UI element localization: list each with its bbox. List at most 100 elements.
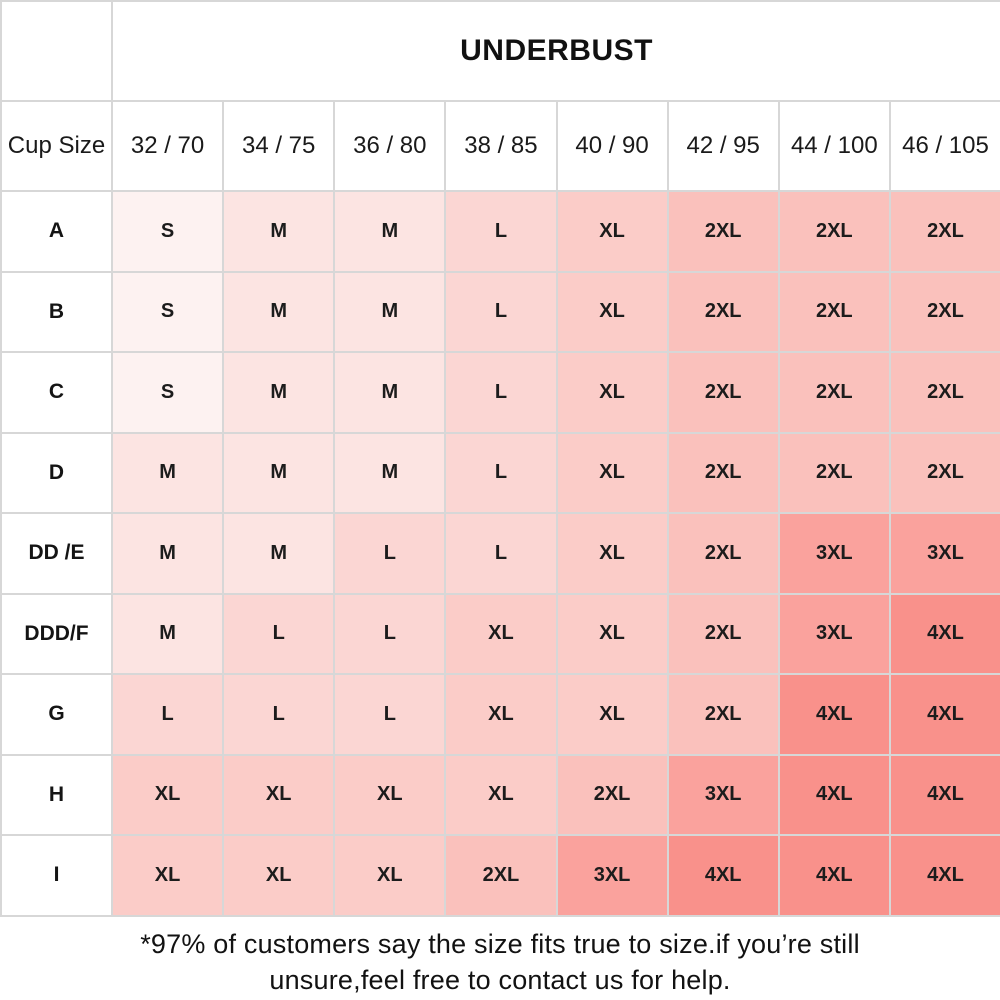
- table-row: G L L L XL XL 2XL 4XL 4XL: [0, 673, 1000, 756]
- cup-size-label: C: [0, 351, 113, 434]
- size-cell: 4XL: [777, 673, 891, 756]
- size-cell: L: [444, 190, 558, 273]
- size-cell: XL: [444, 592, 558, 675]
- cup-size-label: DD /E: [0, 512, 113, 595]
- size-cell: M: [110, 592, 225, 675]
- cup-size-label: I: [0, 834, 113, 917]
- size-cell: M: [222, 431, 336, 514]
- size-cell: XL: [555, 673, 669, 756]
- size-cell: M: [222, 190, 336, 273]
- footnote: *97% of customers say the size fits true…: [0, 917, 1000, 998]
- size-cell: 3XL: [777, 512, 891, 595]
- size-cell: 2XL: [888, 351, 1000, 434]
- size-cell: 2XL: [888, 270, 1000, 353]
- size-cell: L: [333, 592, 447, 675]
- band-size-header: 34 / 75: [222, 100, 336, 192]
- size-cell: XL: [110, 753, 225, 836]
- size-cell: L: [333, 673, 447, 756]
- underbust-title-row: UNDERBUST: [0, 0, 1000, 102]
- size-cell: M: [333, 351, 447, 434]
- size-cell: L: [444, 431, 558, 514]
- size-cell: 3XL: [555, 834, 669, 917]
- size-cell: L: [333, 512, 447, 595]
- size-cell: 2XL: [777, 190, 891, 273]
- size-cell: 2XL: [555, 753, 669, 836]
- underbust-title: UNDERBUST: [110, 0, 1000, 102]
- size-cell: 4XL: [888, 753, 1000, 836]
- size-cell: 2XL: [666, 351, 780, 434]
- size-cell: L: [222, 592, 336, 675]
- size-chart-table: UNDERBUST Cup Size 32 / 70 34 / 75 36 / 80…: [0, 0, 1000, 917]
- size-cell: XL: [110, 834, 225, 917]
- band-size-header: 36 / 80: [333, 100, 447, 192]
- size-cell: S: [110, 270, 225, 353]
- table-row: A S M M L XL 2XL 2XL 2XL: [0, 190, 1000, 273]
- size-cell: 2XL: [666, 270, 780, 353]
- size-cell: XL: [333, 753, 447, 836]
- size-cell: XL: [555, 351, 669, 434]
- size-cell: XL: [222, 753, 336, 836]
- cup-size-header: Cup Size: [0, 100, 113, 192]
- footnote-line-1: *97% of customers say the size fits true…: [140, 928, 860, 959]
- cup-size-label: H: [0, 753, 113, 836]
- size-cell: 2XL: [666, 673, 780, 756]
- table-row: I XL XL XL 2XL 3XL 4XL 4XL 4XL: [0, 834, 1000, 917]
- size-cell: 2XL: [444, 834, 558, 917]
- footnote-line-2: unsure,feel free to contact us for help.: [269, 964, 731, 995]
- size-cell: XL: [222, 834, 336, 917]
- size-cell: L: [222, 673, 336, 756]
- size-cell: 2XL: [666, 592, 780, 675]
- size-cell: L: [444, 270, 558, 353]
- size-cell: XL: [555, 431, 669, 514]
- size-cell: L: [444, 351, 558, 434]
- table-row: DD /E M M L L XL 2XL 3XL 3XL: [0, 512, 1000, 595]
- size-cell: S: [110, 351, 225, 434]
- size-cell: 3XL: [666, 753, 780, 836]
- cup-size-label: DDD/F: [0, 592, 113, 675]
- corner-spacer: [0, 0, 113, 102]
- size-cell: XL: [555, 592, 669, 675]
- size-cell: 2XL: [666, 190, 780, 273]
- size-cell: L: [110, 673, 225, 756]
- cup-size-label: B: [0, 270, 113, 353]
- size-cell: 2XL: [666, 431, 780, 514]
- size-cell: XL: [444, 753, 558, 836]
- size-cell: 3XL: [777, 592, 891, 675]
- table-row: H XL XL XL XL 2XL 3XL 4XL 4XL: [0, 753, 1000, 836]
- size-cell: 2XL: [888, 190, 1000, 273]
- size-cell: M: [222, 351, 336, 434]
- size-cell: XL: [333, 834, 447, 917]
- table-row: B S M M L XL 2XL 2XL 2XL: [0, 270, 1000, 353]
- size-cell: M: [110, 431, 225, 514]
- size-cell: 2XL: [666, 512, 780, 595]
- size-cell: 4XL: [888, 592, 1000, 675]
- size-cell: M: [333, 431, 447, 514]
- band-size-header: 46 / 105: [888, 100, 1000, 192]
- band-size-header: 38 / 85: [444, 100, 558, 192]
- size-cell: M: [222, 270, 336, 353]
- band-size-header: 32 / 70: [110, 100, 225, 192]
- size-cell: M: [333, 270, 447, 353]
- size-cell: 2XL: [777, 431, 891, 514]
- band-size-header: 40 / 90: [555, 100, 669, 192]
- size-cell: 4XL: [888, 834, 1000, 917]
- band-size-header: 42 / 95: [666, 100, 780, 192]
- column-header-row: Cup Size 32 / 70 34 / 75 36 / 80 38 / 85 40 …: [0, 100, 1000, 192]
- size-cell: S: [110, 190, 225, 273]
- cup-size-label: G: [0, 673, 113, 756]
- size-cell: 2XL: [777, 270, 891, 353]
- band-size-header: 44 / 100: [777, 100, 891, 192]
- cup-size-label: A: [0, 190, 113, 273]
- size-cell: M: [333, 190, 447, 273]
- size-cell: XL: [555, 270, 669, 353]
- table-row: DDD/F M L L XL XL 2XL 3XL 4XL: [0, 592, 1000, 675]
- size-cell: 3XL: [888, 512, 1000, 595]
- size-cell: 4XL: [777, 753, 891, 836]
- size-cell: XL: [444, 673, 558, 756]
- size-cell: 4XL: [888, 673, 1000, 756]
- size-cell: XL: [555, 512, 669, 595]
- size-cell: M: [110, 512, 225, 595]
- table-row: C S M M L XL 2XL 2XL 2XL: [0, 351, 1000, 434]
- size-cell: 4XL: [777, 834, 891, 917]
